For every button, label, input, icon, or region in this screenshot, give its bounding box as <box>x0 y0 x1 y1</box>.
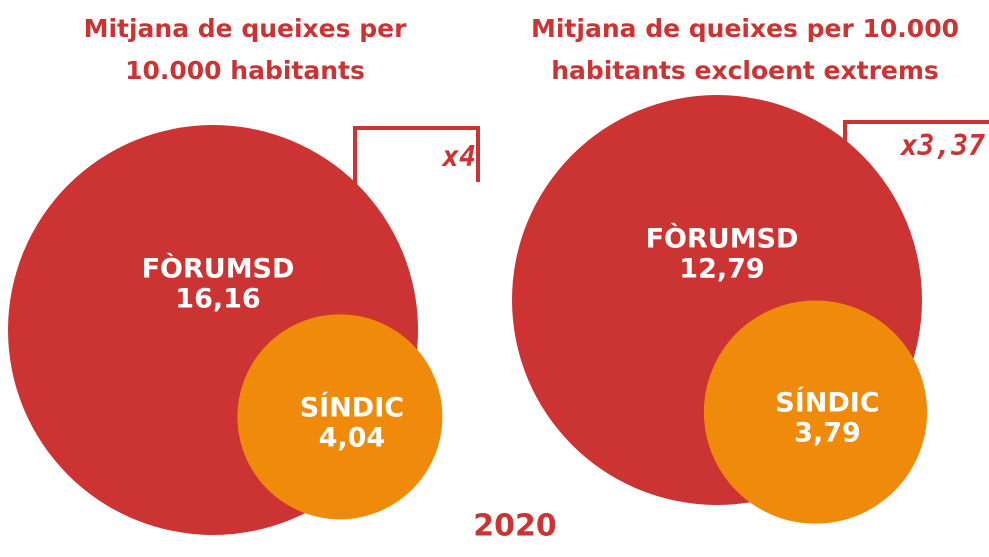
bubble-value: 4,04 <box>319 422 386 453</box>
chart-title: Mitjana de queixes per 10.000 <box>531 14 959 43</box>
ratio-label: x4 <box>440 140 476 173</box>
chart-title: habitants excloent extrems <box>551 56 939 85</box>
bubble-value: 3,79 <box>794 418 861 449</box>
bubble <box>703 300 928 524</box>
ratio-bracket <box>353 126 480 190</box>
ratio-label: x3,37 <box>899 129 985 162</box>
bubble-category: FÒRUMSD <box>646 223 799 255</box>
bubble-category: SÍNDIC <box>300 391 404 423</box>
bubble-value: 16,16 <box>175 284 260 315</box>
chart-title: Mitjana de queixes per <box>84 14 407 43</box>
chart-title: 10.000 habitants <box>125 56 365 85</box>
bubble-category: FÒRUMSD <box>142 253 295 285</box>
year-label: 2020 <box>473 509 557 544</box>
bubble <box>237 314 443 520</box>
bubble-value: 12,79 <box>679 254 764 285</box>
bubble-category: SÍNDIC <box>775 387 879 419</box>
